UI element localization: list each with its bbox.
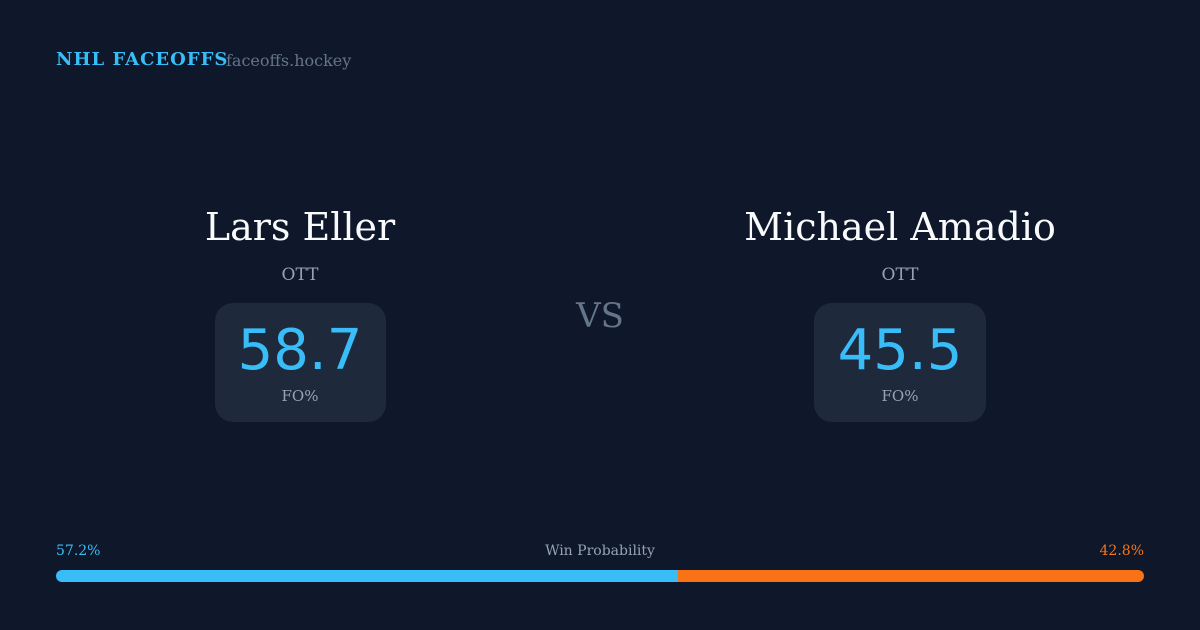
- win-prob-bar-left: [56, 570, 679, 582]
- fo-card: 58.7 FO%: [214, 303, 386, 422]
- player-right: Michael Amadio OTT 45.5 FO%: [600, 205, 1200, 422]
- player-team: OTT: [881, 265, 919, 285]
- fo-value: 58.7: [237, 318, 363, 383]
- fo-value: 45.5: [837, 318, 963, 383]
- win-prob-bar-right: [678, 570, 1144, 582]
- player-name: Michael Amadio: [744, 205, 1056, 249]
- fo-label: FO%: [281, 387, 319, 405]
- player-name: Lars Eller: [204, 205, 396, 249]
- player-team: OTT: [281, 265, 319, 285]
- fo-label: FO%: [881, 387, 919, 405]
- site-url: faceoffs.hockey: [226, 51, 352, 70]
- win-prob-bar: [56, 570, 1144, 582]
- win-prob-label: Win Probability: [545, 543, 655, 559]
- win-prob-right: 42.8%: [1099, 543, 1144, 559]
- player-left: Lars Eller OTT 58.7 FO%: [0, 205, 600, 422]
- brand-title: NHL FACEOFFS: [56, 49, 229, 70]
- win-prob-left: 57.2%: [56, 543, 101, 559]
- fo-card: 45.5 FO%: [814, 303, 986, 422]
- vs-label: VS: [576, 296, 624, 336]
